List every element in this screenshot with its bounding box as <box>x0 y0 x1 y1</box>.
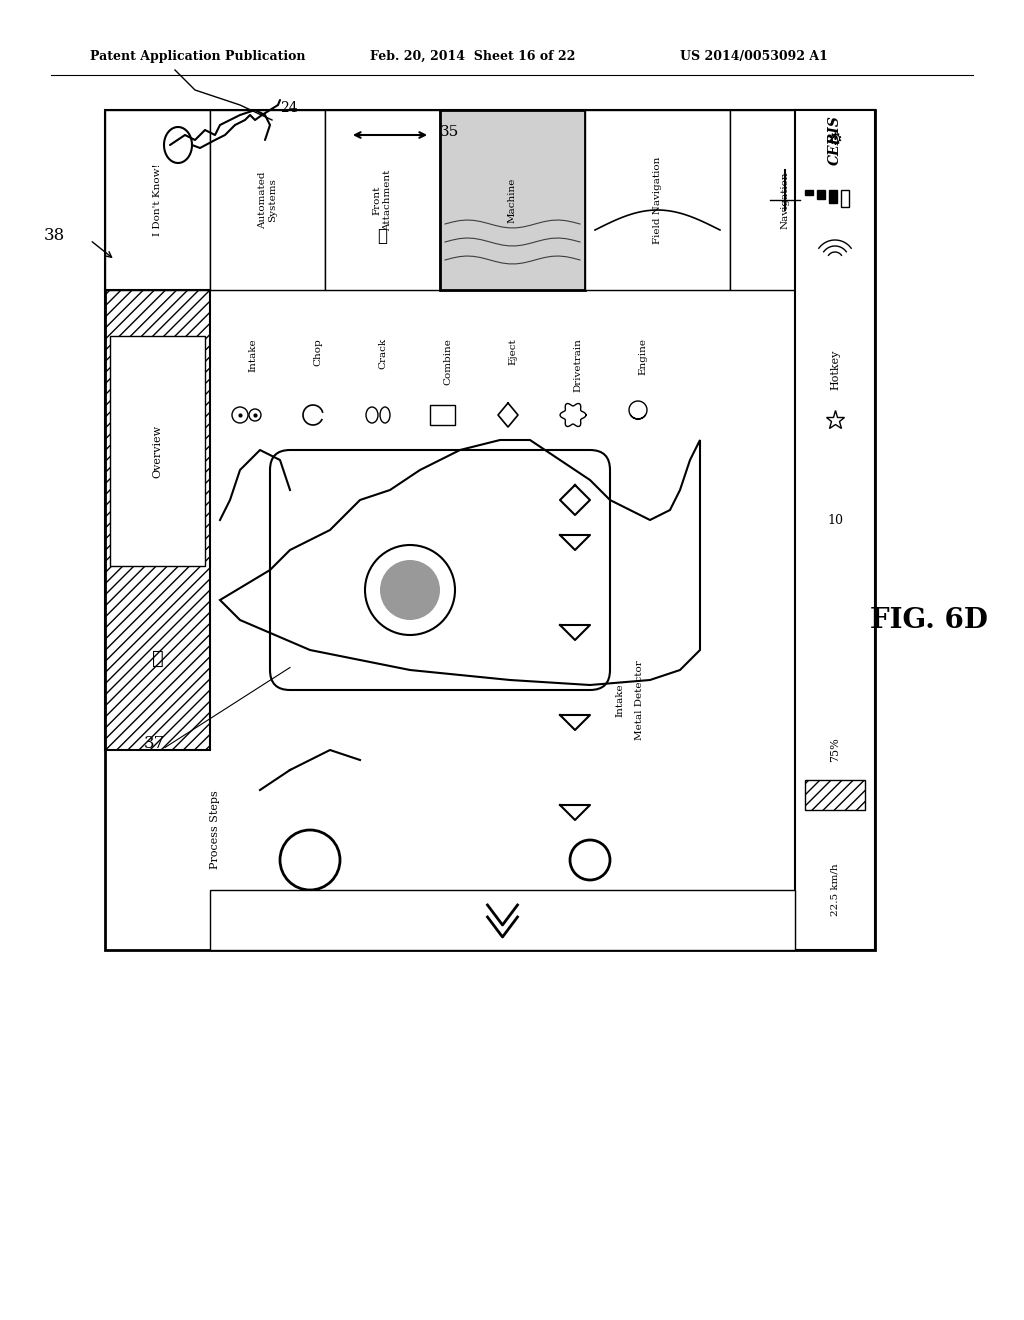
Bar <box>210 890 795 950</box>
Text: 75%: 75% <box>830 738 840 763</box>
Bar <box>105 110 874 290</box>
Bar <box>105 110 210 290</box>
Bar <box>805 780 865 810</box>
Text: Drivetrain: Drivetrain <box>573 338 582 392</box>
Bar <box>210 110 325 290</box>
Text: 24: 24 <box>280 102 298 115</box>
Text: Machine: Machine <box>508 177 517 223</box>
Text: Automated
Systems: Automated Systems <box>258 172 278 228</box>
Bar <box>430 405 455 425</box>
Text: 38: 38 <box>44 227 65 244</box>
Text: 🐄: 🐄 <box>378 227 387 246</box>
Text: Field Navigation: Field Navigation <box>653 156 662 244</box>
Text: 22.5 km/h: 22.5 km/h <box>830 863 840 916</box>
Bar <box>730 110 840 290</box>
Bar <box>585 110 730 290</box>
Text: Feb. 20, 2014  Sheet 16 of 22: Feb. 20, 2014 Sheet 16 of 22 <box>370 50 575 63</box>
Text: 🚜: 🚜 <box>152 648 164 668</box>
Text: Overview: Overview <box>153 425 163 478</box>
Bar <box>829 190 837 203</box>
Text: 10: 10 <box>827 513 843 527</box>
Text: Chop: Chop <box>313 338 322 366</box>
Text: Eject: Eject <box>508 338 517 364</box>
Text: Combine: Combine <box>443 338 452 385</box>
Text: Intake: Intake <box>248 338 257 372</box>
Bar <box>817 190 825 199</box>
Text: Front
Attachment: Front Attachment <box>373 169 392 231</box>
Bar <box>805 190 813 195</box>
Text: US 2014/0053092 A1: US 2014/0053092 A1 <box>680 50 827 63</box>
Bar <box>105 290 210 750</box>
Text: 35: 35 <box>440 125 459 139</box>
Text: Metal Detector: Metal Detector <box>636 660 644 741</box>
Bar <box>105 110 874 950</box>
Text: Patent Application Publication: Patent Application Publication <box>90 50 305 63</box>
Text: CEBIS: CEBIS <box>828 115 842 165</box>
Bar <box>110 337 205 566</box>
Bar <box>325 110 440 290</box>
Text: Crack: Crack <box>378 338 387 370</box>
Circle shape <box>380 560 440 620</box>
Text: Engine: Engine <box>638 338 647 375</box>
Text: I Don't Know!: I Don't Know! <box>153 164 162 236</box>
Bar <box>440 110 585 290</box>
Bar <box>841 190 849 207</box>
Text: 37: 37 <box>143 734 165 751</box>
Text: FIG. 6D: FIG. 6D <box>870 606 988 634</box>
Text: Hotkey: Hotkey <box>830 350 840 391</box>
Bar <box>440 110 585 290</box>
Bar <box>795 110 874 950</box>
Text: Intake: Intake <box>615 684 625 717</box>
Text: Navigation: Navigation <box>780 172 790 228</box>
Text: Process Steps: Process Steps <box>210 791 220 870</box>
Text: ⚙: ⚙ <box>827 131 843 149</box>
